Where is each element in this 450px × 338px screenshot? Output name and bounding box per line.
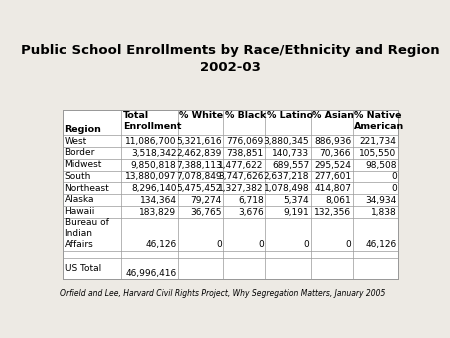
- Text: 46,126: 46,126: [365, 240, 396, 249]
- Text: 7,078,849: 7,078,849: [176, 172, 222, 181]
- Text: 689,557: 689,557: [272, 161, 309, 170]
- Text: 0: 0: [391, 184, 396, 193]
- Text: 0: 0: [258, 240, 264, 249]
- Text: Region: Region: [65, 125, 102, 134]
- Text: 221,734: 221,734: [360, 137, 396, 146]
- Text: 9,850,818: 9,850,818: [130, 161, 176, 170]
- Text: 132,356: 132,356: [314, 208, 351, 217]
- Text: 5,374: 5,374: [284, 196, 309, 205]
- Text: 183,829: 183,829: [140, 208, 176, 217]
- Text: % Asian: % Asian: [312, 111, 354, 120]
- Text: Border: Border: [65, 148, 95, 158]
- Text: 1,477,622: 1,477,622: [218, 161, 264, 170]
- Text: % White: % White: [179, 111, 223, 120]
- Text: % Native
American: % Native American: [354, 111, 404, 131]
- Text: 13,880,097: 13,880,097: [125, 172, 176, 181]
- Text: 738,851: 738,851: [226, 149, 264, 158]
- Text: 1,078,498: 1,078,498: [264, 184, 309, 193]
- Text: US Total: US Total: [65, 264, 101, 273]
- Text: 277,601: 277,601: [314, 172, 351, 181]
- Text: 2,637,218: 2,637,218: [264, 172, 309, 181]
- Text: Total
Enrollment: Total Enrollment: [123, 111, 181, 131]
- Text: 414,807: 414,807: [314, 184, 351, 193]
- Text: South: South: [65, 172, 91, 181]
- Text: Public School Enrollments by Race/Ethnicity and Region
2002-03: Public School Enrollments by Race/Ethnic…: [21, 45, 440, 74]
- Text: 0: 0: [304, 240, 309, 249]
- Text: 11,086,700: 11,086,700: [125, 137, 176, 146]
- Text: 46,126: 46,126: [145, 240, 176, 249]
- Text: Bureau of
Indian
Affairs: Bureau of Indian Affairs: [65, 218, 108, 249]
- Text: 2,462,839: 2,462,839: [176, 149, 222, 158]
- Text: 36,765: 36,765: [190, 208, 222, 217]
- Text: 0: 0: [346, 240, 351, 249]
- Text: % Latino: % Latino: [266, 111, 313, 120]
- Text: Alaska: Alaska: [65, 195, 94, 204]
- Text: 5,475,452: 5,475,452: [176, 184, 222, 193]
- Text: 134,364: 134,364: [140, 196, 176, 205]
- Text: 776,069: 776,069: [226, 137, 264, 146]
- Text: Hawaii: Hawaii: [65, 207, 95, 216]
- Text: 46,996,416: 46,996,416: [125, 269, 176, 277]
- Text: Midwest: Midwest: [65, 160, 102, 169]
- Text: 3,747,626: 3,747,626: [218, 172, 264, 181]
- Text: 1,838: 1,838: [371, 208, 396, 217]
- Text: 1,327,382: 1,327,382: [218, 184, 264, 193]
- Text: 886,936: 886,936: [314, 137, 351, 146]
- Text: 9,191: 9,191: [284, 208, 309, 217]
- Text: Northeast: Northeast: [65, 184, 109, 193]
- Text: 34,934: 34,934: [365, 196, 396, 205]
- Text: 3,518,342: 3,518,342: [131, 149, 176, 158]
- Text: 79,274: 79,274: [191, 196, 222, 205]
- Text: Orfield and Lee, Harvard Civil Rights Project, Why Segregation Matters, January : Orfield and Lee, Harvard Civil Rights Pr…: [60, 289, 385, 298]
- Text: 3,880,345: 3,880,345: [264, 137, 309, 146]
- Text: 0: 0: [216, 240, 222, 249]
- Text: 105,550: 105,550: [360, 149, 396, 158]
- Text: % Black: % Black: [225, 111, 266, 120]
- Text: 140,733: 140,733: [272, 149, 309, 158]
- Text: 6,718: 6,718: [238, 196, 264, 205]
- Text: 8,061: 8,061: [325, 196, 351, 205]
- Text: 7,388,113: 7,388,113: [176, 161, 222, 170]
- Text: West: West: [65, 137, 87, 146]
- Text: 3,676: 3,676: [238, 208, 264, 217]
- Text: 295,524: 295,524: [314, 161, 351, 170]
- Text: 70,366: 70,366: [320, 149, 351, 158]
- Text: 8,296,140: 8,296,140: [131, 184, 176, 193]
- Text: 5,321,616: 5,321,616: [176, 137, 222, 146]
- Text: 0: 0: [391, 172, 396, 181]
- Text: 98,508: 98,508: [365, 161, 396, 170]
